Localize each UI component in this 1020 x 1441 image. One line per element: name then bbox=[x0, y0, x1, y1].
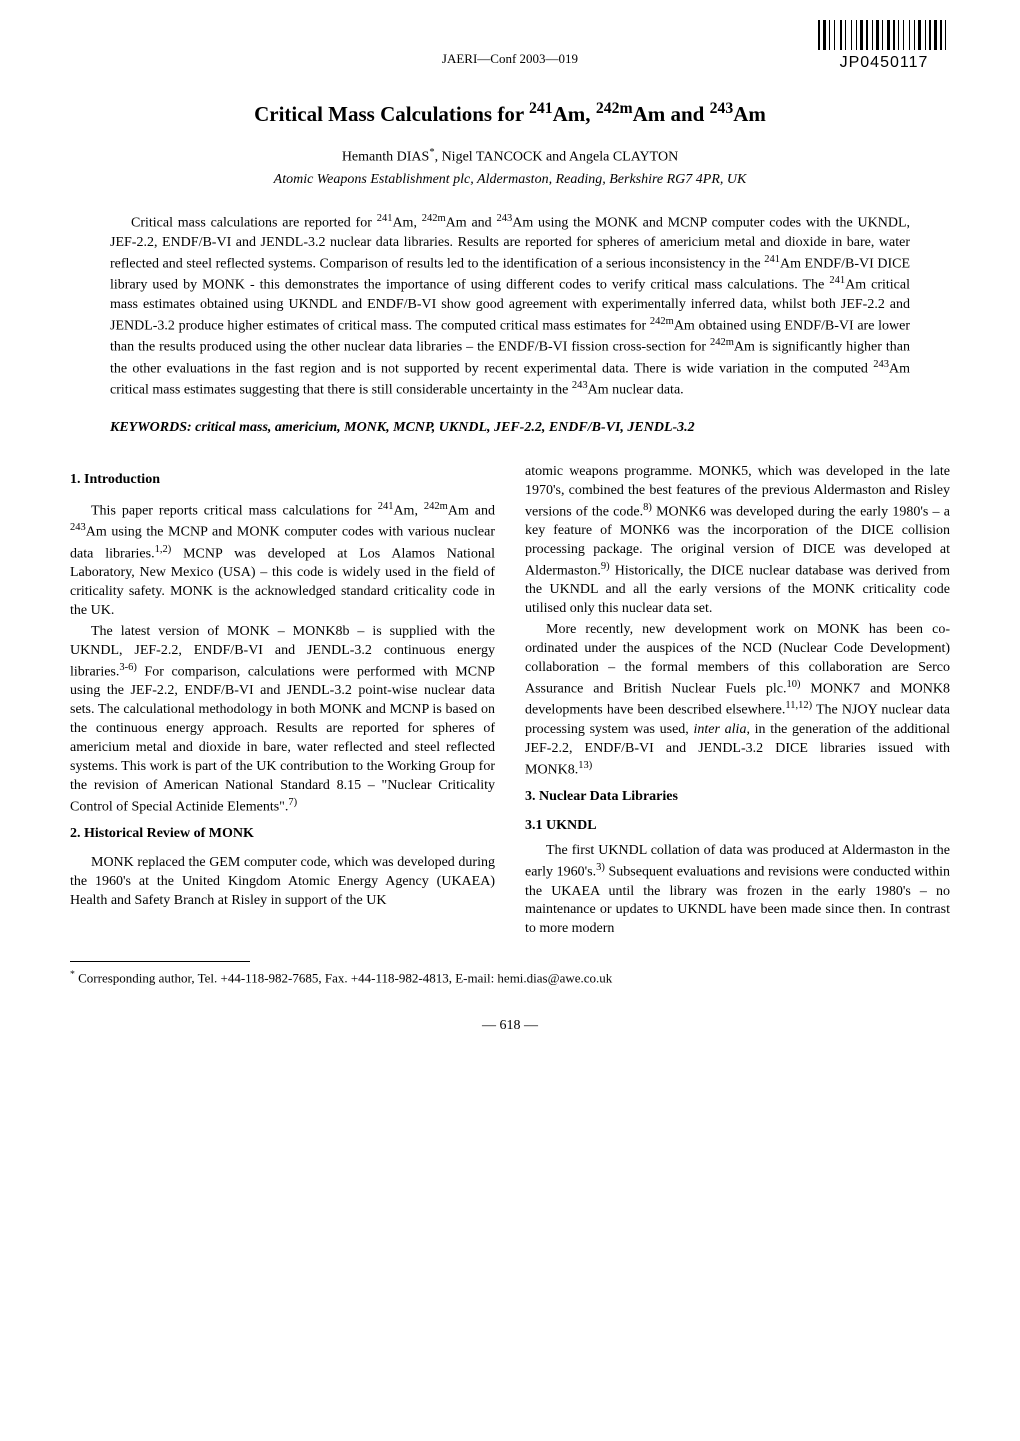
section-3-head: 3. Nuclear Data Libraries bbox=[525, 788, 950, 807]
right-column: atomic weapons programme. MONK5, which w… bbox=[525, 463, 950, 941]
barcode-region: JP0450117 bbox=[818, 20, 950, 74]
section-2-head: 2. Historical Review of MONK bbox=[70, 825, 495, 844]
paper-title: Critical Mass Calculations for 241Am, 24… bbox=[70, 98, 950, 128]
intro-p2: The latest version of MONK – MONK8b – is… bbox=[70, 623, 495, 817]
footnote-rule bbox=[70, 961, 250, 962]
barcode bbox=[818, 20, 950, 50]
authors: Hemanth DIAS*, Nigel TANCOCK and Angela … bbox=[70, 146, 950, 168]
abstract-text: Critical mass calculations are reported … bbox=[110, 212, 910, 401]
section-1-head: 1. Introduction bbox=[70, 471, 495, 490]
col2-p2: More recently, new development work on M… bbox=[525, 621, 950, 780]
ukndl-p1: The first UKNDL collation of data was pr… bbox=[525, 842, 950, 939]
barcode-id: JP0450117 bbox=[818, 52, 950, 74]
page-number: — 618 — bbox=[70, 1017, 950, 1036]
body-columns: 1. Introduction This paper reports criti… bbox=[70, 463, 950, 941]
affiliation: Atomic Weapons Establishment plc, Alderm… bbox=[70, 171, 950, 190]
keywords: KEYWORDS: critical mass, americium, MONK… bbox=[110, 419, 910, 438]
intro-p1: This paper reports critical mass calcula… bbox=[70, 500, 495, 621]
abstract: Critical mass calculations are reported … bbox=[110, 212, 910, 401]
left-column: 1. Introduction This paper reports criti… bbox=[70, 463, 495, 941]
col2-p1: atomic weapons programme. MONK5, which w… bbox=[525, 463, 950, 619]
footnote: * Corresponding author, Tel. +44-118-982… bbox=[70, 968, 950, 987]
section-3-1-head: 3.1 UKNDL bbox=[525, 817, 950, 836]
hist-p1: MONK replaced the GEM computer code, whi… bbox=[70, 854, 495, 911]
